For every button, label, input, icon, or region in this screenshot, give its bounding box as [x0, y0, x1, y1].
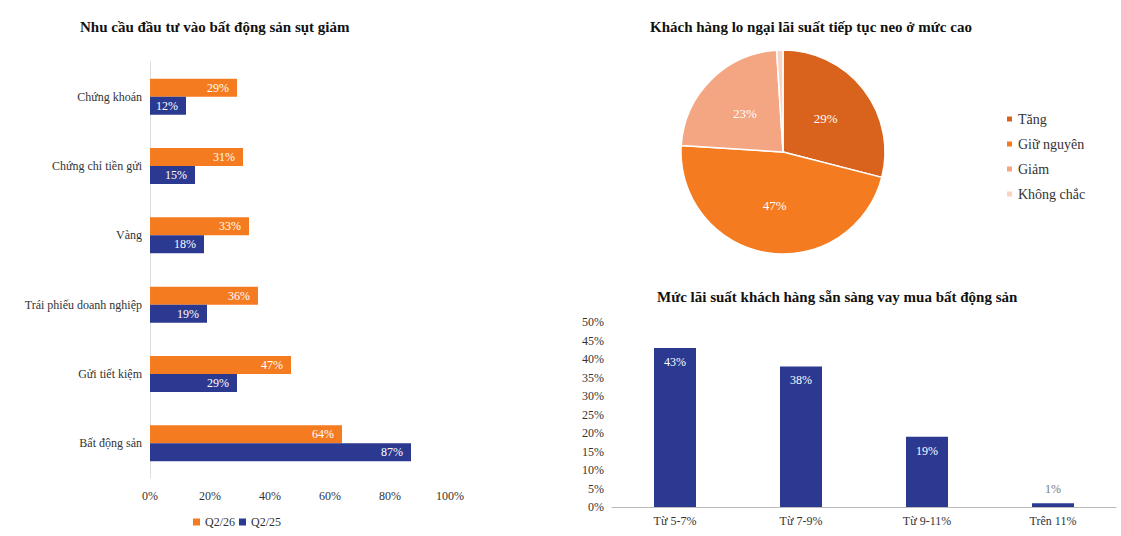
svg-text:Trái phiếu doanh nghiệp: Trái phiếu doanh nghiệp — [25, 298, 142, 312]
svg-text:Gửi tiết kiệm: Gửi tiết kiệm — [78, 367, 142, 381]
svg-text:Tăng: Tăng — [1018, 112, 1047, 127]
svg-text:Nhu cầu đầu tư vào bất động sả: Nhu cầu đầu tư vào bất động sản sụt giảm — [80, 19, 350, 35]
svg-text:25%: 25% — [582, 408, 604, 422]
svg-text:Giảm: Giảm — [1018, 162, 1049, 177]
svg-text:Không chắc: Không chắc — [1018, 187, 1085, 202]
svg-text:Giữ nguyên: Giữ nguyên — [1018, 137, 1084, 152]
svg-text:31%: 31% — [213, 150, 235, 164]
svg-text:33%: 33% — [219, 219, 241, 233]
svg-text:5%: 5% — [588, 482, 604, 496]
svg-text:Từ 7-9%: Từ 7-9% — [780, 514, 823, 528]
svg-text:30%: 30% — [582, 389, 604, 403]
svg-text:Bất động sản: Bất động sản — [79, 436, 142, 450]
svg-text:100%: 100% — [436, 489, 464, 503]
svg-text:1%: 1% — [1045, 482, 1061, 496]
svg-text:18%: 18% — [174, 237, 196, 251]
svg-text:29%: 29% — [207, 376, 229, 390]
svg-text:40%: 40% — [259, 489, 281, 503]
svg-text:47%: 47% — [763, 198, 787, 213]
svg-text:64%: 64% — [312, 427, 334, 441]
svg-text:15%: 15% — [165, 168, 187, 182]
svg-text:40%: 40% — [582, 352, 604, 366]
svg-text:29%: 29% — [207, 81, 229, 95]
svg-text:Q2/25: Q2/25 — [251, 515, 281, 529]
svg-text:19%: 19% — [177, 307, 199, 321]
svg-text:0%: 0% — [588, 500, 604, 514]
svg-text:Vàng: Vàng — [116, 228, 142, 242]
svg-text:Mức lãi suất khách hàng sẵn sà: Mức lãi suất khách hàng sẵn sàng vay mua… — [657, 289, 1018, 305]
svg-text:Chứng khoán: Chứng khoán — [77, 90, 142, 104]
svg-text:Trên 11%: Trên 11% — [1030, 514, 1077, 528]
svg-text:80%: 80% — [379, 489, 401, 503]
svg-text:10%: 10% — [582, 463, 604, 477]
svg-text:47%: 47% — [261, 358, 283, 372]
svg-text:87%: 87% — [381, 445, 403, 459]
svg-text:Q2/26: Q2/26 — [205, 515, 235, 529]
svg-text:60%: 60% — [319, 489, 341, 503]
svg-text:Từ 9-11%: Từ 9-11% — [903, 514, 951, 528]
svg-text:23%: 23% — [733, 106, 757, 121]
svg-text:Chứng chỉ tiền gửi: Chứng chỉ tiền gửi — [52, 159, 143, 173]
svg-text:38%: 38% — [790, 373, 812, 387]
svg-text:45%: 45% — [582, 334, 604, 348]
svg-text:36%: 36% — [228, 289, 250, 303]
svg-text:0%: 0% — [142, 489, 158, 503]
svg-text:19%: 19% — [916, 444, 938, 458]
svg-text:43%: 43% — [664, 355, 686, 369]
svg-text:15%: 15% — [582, 445, 604, 459]
svg-text:Từ 5-7%: Từ 5-7% — [654, 514, 697, 528]
svg-text:20%: 20% — [582, 426, 604, 440]
svg-text:35%: 35% — [582, 371, 604, 385]
svg-text:20%: 20% — [199, 489, 221, 503]
svg-text:50%: 50% — [582, 315, 604, 329]
svg-text:12%: 12% — [156, 99, 178, 113]
svg-text:29%: 29% — [814, 111, 838, 126]
svg-text:Khách hàng lo ngại lãi suất ti: Khách hàng lo ngại lãi suất tiếp tục neo… — [650, 19, 972, 35]
